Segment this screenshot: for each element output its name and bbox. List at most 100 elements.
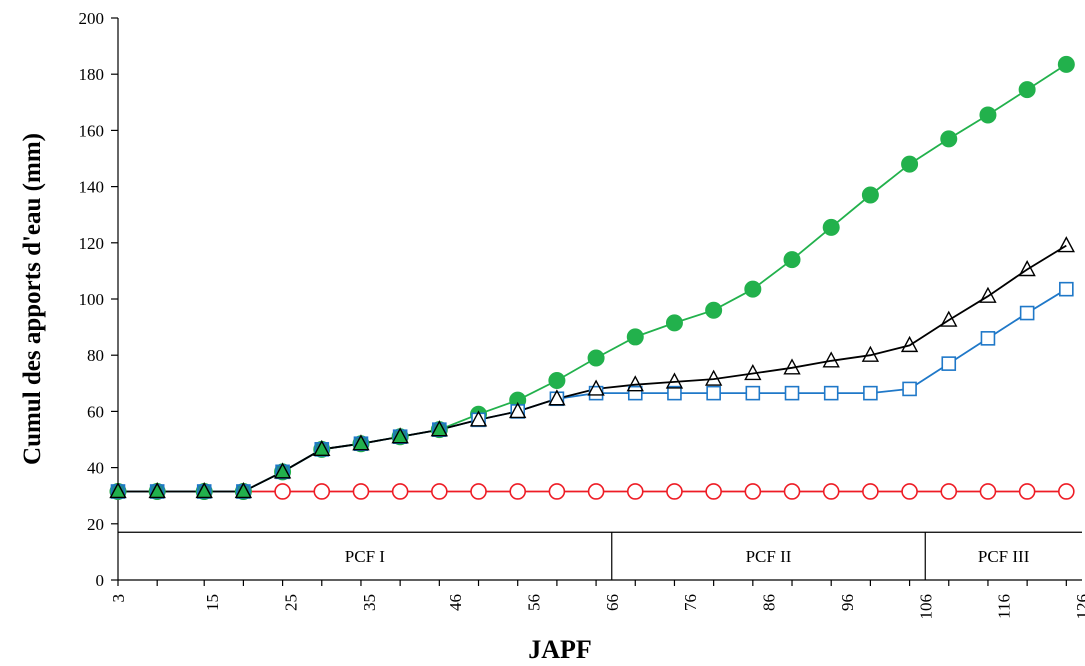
series-2-point	[587, 349, 605, 367]
phase-label: PCF II	[746, 547, 792, 566]
x-tick-label: 106	[916, 594, 935, 620]
series-2-point	[979, 106, 997, 124]
x-tick-label: 35	[360, 594, 379, 611]
series-1-point	[431, 483, 448, 500]
series-4-point	[940, 310, 958, 327]
series-3-point	[902, 381, 917, 397]
series-4-line	[118, 244, 1067, 493]
series-1-point	[587, 483, 605, 500]
series-4-point	[704, 369, 723, 386]
x-tick-label: 76	[681, 594, 700, 611]
phase-label: PCF III	[978, 547, 1030, 566]
x-axis-title: JAPF	[528, 635, 592, 664]
series-lines	[118, 63, 1067, 493]
series-1-point	[744, 483, 762, 500]
series-3-point	[941, 356, 957, 371]
series-1-point	[1018, 483, 1036, 500]
series-4-point	[391, 427, 409, 444]
series-2-point	[783, 251, 801, 269]
series-1-point	[705, 483, 722, 500]
series-1-point	[352, 483, 370, 500]
series-2-point	[548, 371, 566, 389]
series-1-point	[822, 483, 840, 500]
y-tick-label: 140	[79, 178, 105, 197]
series-3-point	[1059, 281, 1074, 297]
series-4-point	[744, 363, 762, 381]
series-1-point	[1058, 483, 1075, 500]
x-tick-label: 3	[109, 594, 128, 603]
axes: 0 20 40 60 80 100 120 140 160 180 200 3 15 25 35 46 56 66…	[79, 9, 1085, 620]
x-tick-label: 66	[603, 594, 622, 611]
series-2-point	[822, 218, 840, 236]
series-4-point	[352, 434, 370, 451]
series-3-point	[823, 385, 839, 401]
x-tick-label: 46	[446, 594, 465, 611]
series-3-point	[745, 385, 761, 401]
series-2-point	[861, 186, 879, 204]
x-tick-label: 96	[838, 594, 857, 611]
series-1-point	[391, 483, 409, 500]
series-4-point	[273, 462, 292, 479]
phase-label: PCF I	[345, 547, 385, 566]
y-tick-label: 120	[79, 234, 105, 253]
series-4-point	[1018, 260, 1036, 277]
x-tick-label: 15	[203, 594, 222, 611]
x-tick-label: 56	[524, 594, 543, 611]
series-1-point	[274, 483, 291, 500]
series-4-point	[148, 482, 166, 499]
x-tick-label: 116	[995, 594, 1014, 619]
series-4-point	[783, 358, 801, 375]
series-1-point	[470, 483, 487, 500]
y-tick-label: 180	[79, 65, 105, 84]
series-2-point	[901, 155, 919, 173]
series-4-point	[822, 351, 840, 368]
series-4-point	[195, 482, 213, 499]
series-1-point	[979, 483, 997, 500]
series-4-point	[900, 335, 919, 353]
series-2-point	[705, 301, 723, 319]
series-4-point	[665, 372, 684, 389]
series-2-line	[118, 63, 1067, 493]
x-tick-label: 25	[281, 594, 300, 611]
y-tick-label: 100	[79, 290, 105, 309]
series-3-point	[784, 385, 800, 401]
series-3-point	[667, 385, 682, 401]
series-4-point	[1057, 236, 1075, 253]
series-1-point	[509, 483, 527, 500]
y-tick-label: 160	[79, 121, 105, 140]
x-tick-label: 86	[760, 594, 779, 611]
series-2-point	[665, 314, 683, 332]
series-1-point	[548, 483, 566, 500]
series-2-point	[1018, 81, 1036, 99]
series-4-point	[587, 379, 605, 396]
series-4-point	[509, 401, 527, 419]
series-4-point	[313, 439, 331, 457]
series-3-point	[863, 385, 878, 401]
series-4-point	[430, 420, 449, 437]
series-4-point	[626, 375, 644, 392]
x-tick-label: 126	[1073, 594, 1085, 620]
series-1-point	[862, 483, 879, 500]
series-4-point	[861, 345, 880, 362]
series-2-point	[626, 328, 644, 346]
series-4-point	[109, 482, 127, 499]
y-tick-label: 0	[96, 571, 105, 590]
series-1-point	[313, 483, 331, 500]
phase-band: PCF I PCF II PCF III	[118, 531, 1082, 580]
series-4-point	[234, 482, 253, 499]
series-4-point	[548, 389, 566, 406]
series-2-point	[744, 280, 762, 298]
series-1-point	[626, 483, 644, 500]
series-1-point	[940, 483, 958, 500]
y-tick-label: 80	[87, 346, 104, 365]
series-1-point	[666, 483, 683, 500]
series-1-point	[901, 483, 918, 500]
series-3-point	[706, 385, 721, 401]
series-2-point	[1057, 55, 1075, 73]
series-4-point	[979, 286, 997, 303]
y-tick-label: 20	[87, 515, 104, 534]
series-3-point	[980, 331, 996, 346]
series-3-point	[1019, 305, 1035, 321]
